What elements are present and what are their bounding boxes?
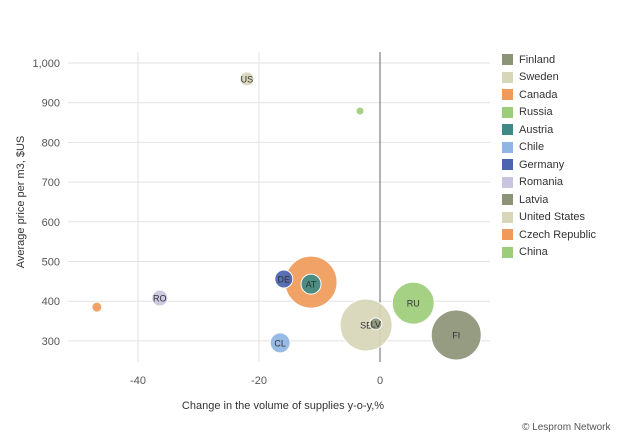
legend-label: Chile bbox=[519, 141, 545, 154]
legend-item[interactable]: Sweden bbox=[502, 69, 596, 87]
legend-label: Germany bbox=[519, 158, 565, 171]
bubble-mark[interactable] bbox=[91, 301, 103, 313]
legend-item[interactable]: United States bbox=[502, 209, 596, 227]
bubble-chile[interactable]: CL bbox=[269, 332, 291, 354]
legend-swatch bbox=[502, 141, 513, 153]
x-tick-label: -20 bbox=[251, 375, 267, 387]
legend-swatch bbox=[502, 176, 513, 188]
legend-label: United States bbox=[519, 211, 586, 224]
legend-label: Canada bbox=[519, 88, 558, 101]
legend-swatch bbox=[502, 159, 513, 171]
legend-label: Austria bbox=[519, 123, 554, 136]
legend-swatch bbox=[502, 106, 513, 118]
grid bbox=[68, 52, 490, 362]
bubble-label: FI bbox=[452, 330, 460, 340]
y-tick-label: 700 bbox=[42, 177, 60, 189]
bubble-mark[interactable] bbox=[239, 71, 255, 87]
bubble-germany[interactable]: DE bbox=[274, 269, 294, 289]
bubble-label: DE bbox=[278, 274, 291, 284]
bubble-mark[interactable] bbox=[269, 332, 291, 354]
y-tick-label: 500 bbox=[42, 257, 60, 269]
bubble-united-states[interactable]: US bbox=[239, 71, 255, 87]
legend-item[interactable]: Chile bbox=[502, 139, 596, 157]
legend-swatch bbox=[502, 89, 513, 101]
y-tick-label: 1,000 bbox=[32, 58, 60, 70]
x-axis-title: Change in the volume of supplies y-o-y,% bbox=[182, 400, 384, 412]
bubble-label: SE bbox=[360, 321, 372, 331]
legend-label: China bbox=[519, 246, 548, 259]
bubble-latvia[interactable]: LV bbox=[369, 317, 383, 331]
bubble-chart: SE FI RU AT CL DE RO US LV 300 400 500 600 700 800 900… bbox=[15, 52, 490, 412]
legend-item[interactable]: Russia bbox=[502, 104, 596, 122]
y-tick-label: 600 bbox=[42, 217, 60, 229]
bubble-mark[interactable] bbox=[151, 289, 169, 307]
y-tick-label: 300 bbox=[42, 336, 60, 348]
legend-label: Russia bbox=[519, 106, 553, 119]
bubble-finland[interactable]: FI bbox=[430, 309, 482, 361]
y-tick-label: 900 bbox=[42, 98, 60, 110]
legend-swatch bbox=[502, 71, 513, 83]
bubble-czech-republic[interactable] bbox=[91, 301, 103, 313]
credit: © Lesprom Network bbox=[522, 422, 611, 433]
y-tick-label: 400 bbox=[42, 296, 60, 308]
bubble-mark[interactable] bbox=[391, 281, 435, 325]
legend-item[interactable]: Finland bbox=[502, 51, 596, 69]
legend-item[interactable]: Austria bbox=[502, 121, 596, 139]
bubble-china[interactable] bbox=[355, 106, 365, 116]
bubble-mark[interactable] bbox=[355, 106, 365, 116]
bubble-label: CL bbox=[274, 338, 286, 348]
bubble-label: RU bbox=[407, 299, 420, 309]
bubble-label: AT bbox=[306, 280, 317, 290]
legend-item[interactable]: Romania bbox=[502, 174, 596, 192]
legend-label: Finland bbox=[519, 53, 556, 66]
legend-item[interactable]: Germany bbox=[502, 156, 596, 174]
legend-swatch bbox=[502, 124, 513, 136]
legend-swatch bbox=[502, 229, 513, 241]
y-axis-title: Average price per m3, $US bbox=[15, 136, 27, 268]
y-tick-label: 800 bbox=[42, 137, 60, 149]
bubble-austria[interactable]: AT bbox=[300, 273, 322, 295]
bubble-russia[interactable]: RU bbox=[391, 281, 435, 325]
bubble-sweden[interactable]: SE bbox=[339, 298, 393, 352]
bubble-mark[interactable] bbox=[274, 269, 294, 289]
bubble-romania[interactable]: RO bbox=[151, 289, 169, 307]
bubble-mark[interactable] bbox=[339, 298, 393, 352]
legend-swatch bbox=[502, 54, 513, 66]
legend-item[interactable]: Latvia bbox=[502, 191, 596, 209]
bubbles: SE FI RU AT CL DE RO US LV bbox=[91, 71, 482, 361]
legend: Finland Sweden Canada Russia Austria Chile Ger… bbox=[502, 51, 596, 261]
bubble-mark[interactable] bbox=[300, 273, 322, 295]
legend-item[interactable]: Czech Republic bbox=[502, 226, 596, 244]
legend-swatch bbox=[502, 246, 513, 258]
bubble-mark[interactable] bbox=[430, 309, 482, 361]
legend-label: Romania bbox=[519, 176, 564, 189]
legend-item[interactable]: Canada bbox=[502, 86, 596, 104]
legend-swatch bbox=[502, 194, 513, 206]
legend-label: Sweden bbox=[519, 71, 559, 84]
bubble-label: LV bbox=[371, 319, 381, 329]
legend-label: Latvia bbox=[519, 193, 549, 206]
bubble-label: RO bbox=[153, 294, 167, 304]
x-tick-label: -40 bbox=[130, 375, 146, 387]
legend-label: Czech Republic bbox=[519, 228, 597, 241]
bubble-mark[interactable] bbox=[369, 317, 383, 331]
bubble-label: US bbox=[241, 74, 254, 84]
legend-swatch bbox=[502, 211, 513, 223]
axis-ticks: 300 400 500 600 700 800 900 1,000 -40 -20 0 bbox=[32, 58, 383, 387]
legend-item[interactable]: China bbox=[502, 244, 596, 262]
x-tick-label: 0 bbox=[377, 375, 383, 387]
